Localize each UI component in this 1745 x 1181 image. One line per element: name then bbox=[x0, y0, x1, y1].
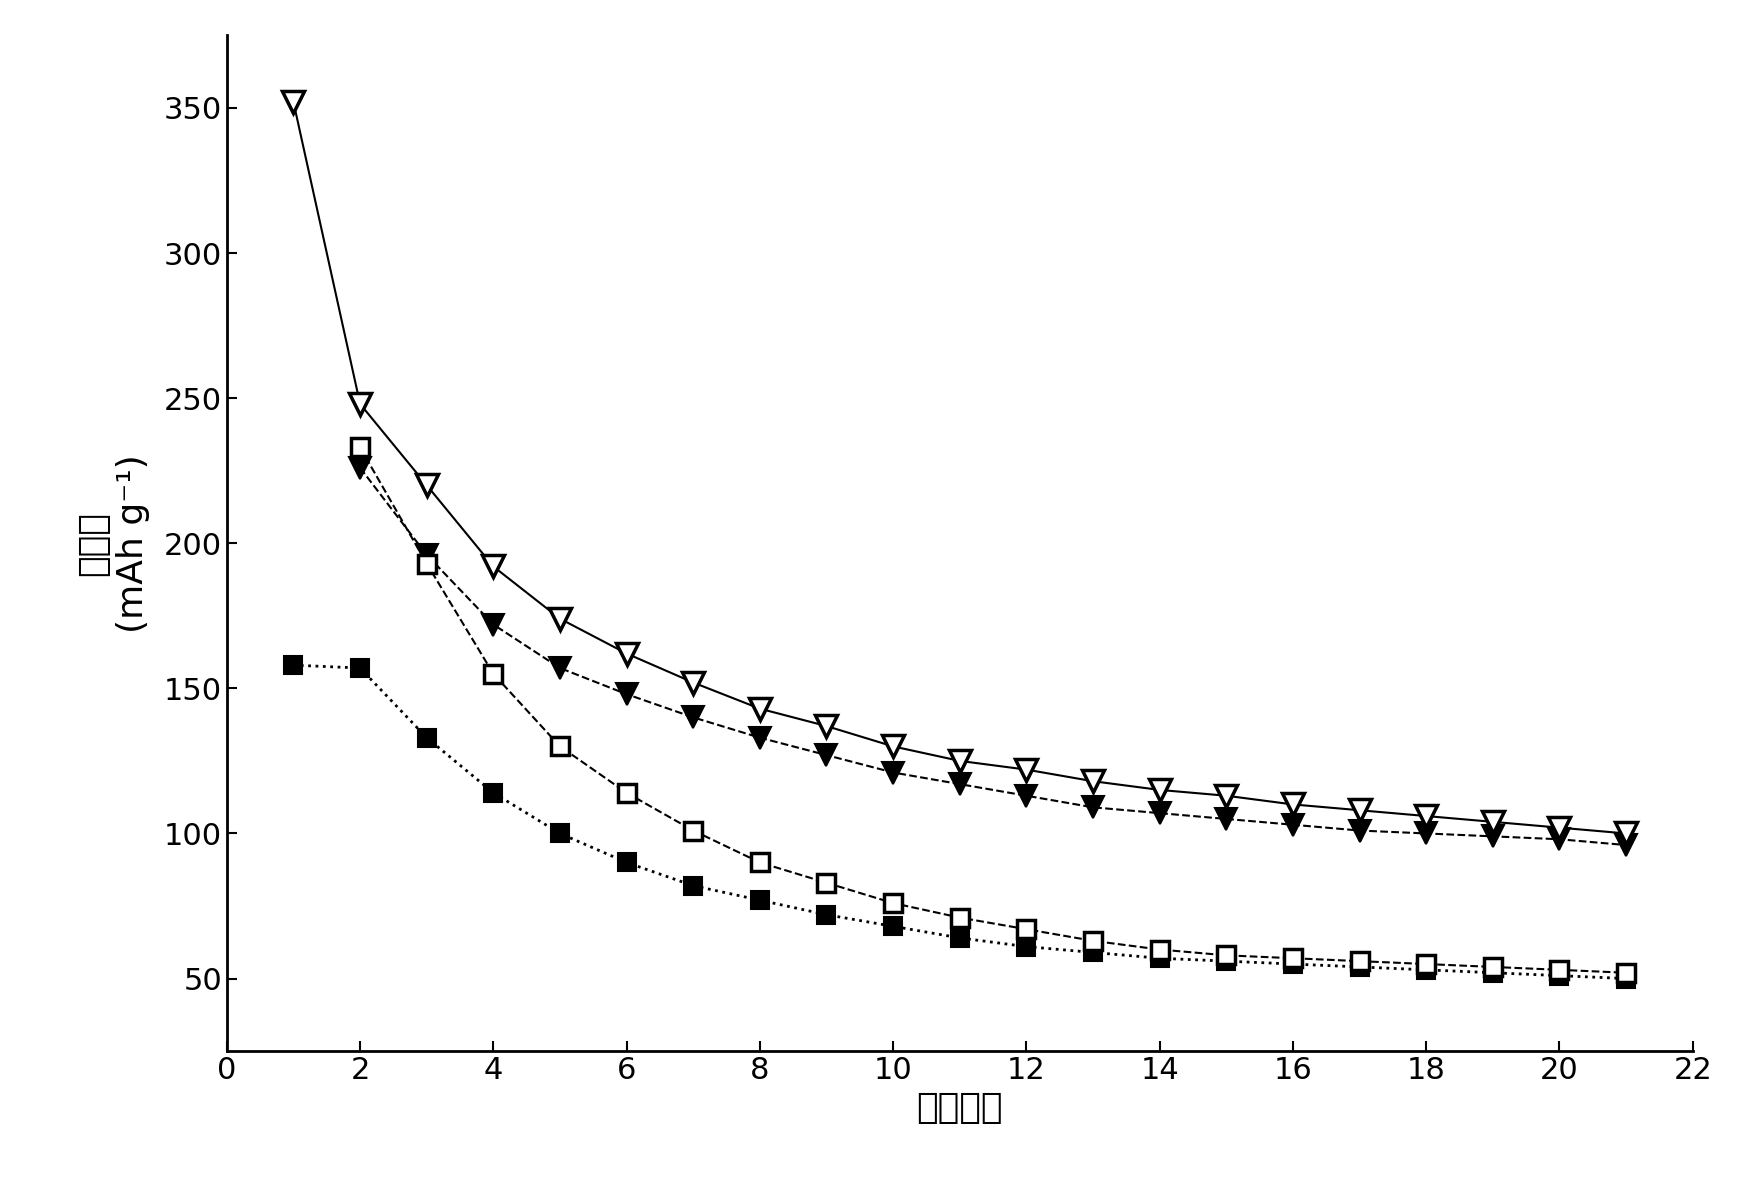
X-axis label: 循环圈数: 循环圈数 bbox=[916, 1090, 1003, 1124]
Y-axis label: 比容量
(mAh g⁻¹): 比容量 (mAh g⁻¹) bbox=[77, 454, 150, 633]
